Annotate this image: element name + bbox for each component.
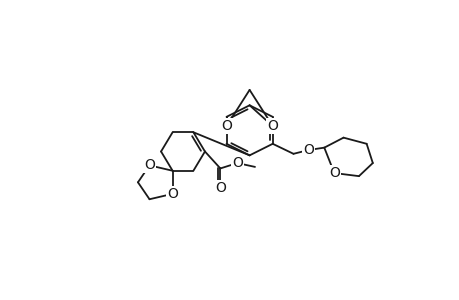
Text: O: O <box>167 187 178 201</box>
Text: O: O <box>267 119 278 133</box>
Text: O: O <box>214 182 225 196</box>
Text: O: O <box>221 119 231 133</box>
Text: O: O <box>144 158 155 172</box>
Text: O: O <box>231 156 242 170</box>
Text: O: O <box>328 166 339 180</box>
Text: O: O <box>303 143 313 157</box>
